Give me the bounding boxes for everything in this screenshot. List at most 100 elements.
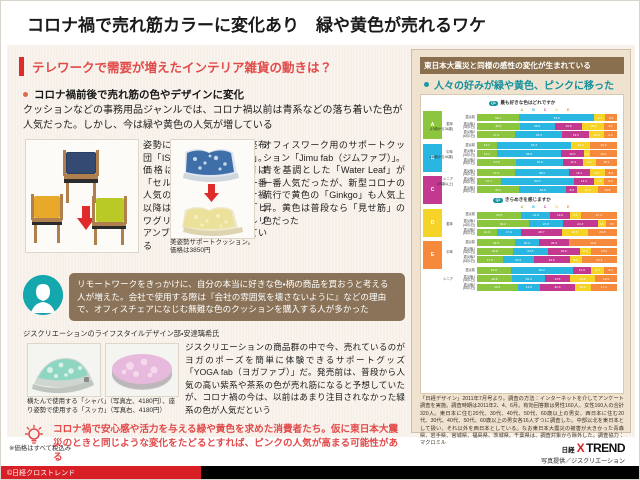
bullet-dot-icon — [23, 92, 28, 97]
chart-segment: 19.6 — [589, 150, 617, 158]
chart-row-label: 震災後2 (6月1日) — [462, 157, 475, 166]
chart-bar-row: 震災前 14.1 53.3 13.4 19.2 — [427, 141, 617, 149]
chart-bar-row: 震災後2 (6月1日) 27.9 33.8 14.1 9.1 15.1 — [427, 157, 617, 166]
chart-segment: 14.0 — [477, 228, 497, 236]
chart-segment: 15.6 — [582, 122, 605, 130]
chart-segment: 20.5 — [502, 256, 534, 264]
color-swatch-a: A — [423, 111, 442, 139]
chart-row-label: 震災後1 (4月1日) — [462, 149, 475, 157]
chart-stacked-bar: 20.6 19.4 14.5 14.9 12.9 — [477, 275, 617, 283]
chart-segment: 40.2 — [510, 266, 573, 274]
chart-segment: 19.4 — [512, 275, 546, 283]
chart-segment: 8.0 — [566, 186, 578, 194]
chart-segment: 10.7 — [589, 169, 605, 177]
chart-segment: 24.3 — [562, 220, 598, 228]
legend-item-e: E — [567, 108, 570, 112]
chart-stacked-bar: 27.4 38.0 15.1 10.7 8.8 — [477, 169, 617, 177]
legend-item-e: E — [567, 205, 570, 210]
chart-segment: 30.5 — [477, 122, 520, 130]
chart-stacked-bar: 30.1 33.6 8.0 14.4 13.9 — [477, 186, 617, 194]
chart-bar-row: シニア 震災後1 (4月1日) 20.6 19.4 14.5 14.9 12.9 — [427, 274, 617, 283]
chart-group-label: 若年 — [446, 222, 453, 227]
chart-segment: 14.1 — [563, 158, 584, 166]
chart-segment: 30.1 — [477, 114, 520, 122]
chart-row-label: 震災後1 (4月1日) — [462, 121, 475, 130]
section-accent-bar — [19, 57, 24, 76]
lead-paragraph: クッションなどの事務用品ジャンルでは、コロナ禍以前は青系などの落ち着いた色が人気… — [23, 105, 403, 131]
copyright-bar: ©日経クロストレンド — [1, 466, 201, 479]
right-panel-bullet-label: 人々の好みが緑や黄色、ピンクに移った — [434, 81, 614, 92]
color-swatch-c: C — [423, 176, 442, 204]
legend-item-a: A — [520, 205, 524, 210]
chart-groups-q2: 震災前 33.5 21.9 14.6 8.3 27.4 若年 震災後1 (4月1日) 36.2 23… — [427, 211, 617, 291]
chart-segment: 26.4 — [538, 239, 570, 247]
chart-segment: 6.0 — [597, 220, 607, 228]
lightbulb-icon — [24, 424, 44, 444]
chart-segment: 8.1 — [594, 114, 606, 122]
chart-segment: 27.4 — [477, 131, 516, 139]
chart-row-label: 震災後3 (6月1日) — [462, 185, 475, 193]
shava-mat-illustration — [28, 344, 100, 396]
chart-segment: 28.7 — [521, 228, 562, 236]
chart-segment: 14.4 — [573, 177, 594, 185]
chart-segment: 33.6 — [519, 186, 567, 194]
chart-segment: 25.0 — [519, 122, 555, 130]
chart-segment: 17.1 — [477, 177, 501, 185]
logo-x-text: X — [576, 441, 585, 455]
chart-segment: 24.0 — [533, 256, 570, 264]
chart-segment: 15.1 — [568, 169, 590, 177]
chart-segment: 7.6 — [606, 220, 617, 228]
chart-segment: 14.1 — [477, 150, 497, 158]
chart-stacked-bar: 36.2 23.8 24.3 6.0 7.6 — [477, 220, 617, 228]
chart-segment: 8.7 — [591, 266, 605, 274]
chart-segment: 8.8 — [604, 169, 617, 177]
chart-stacked-bar: 32.5 20.3 26.4 40.8 — [477, 239, 617, 247]
chart-segment: 14.6 — [550, 211, 570, 219]
bullet-dot-teal-icon — [424, 82, 429, 87]
chart-row-label: 震災後1 (4月1日) — [462, 219, 475, 227]
chart-segment: 20.8 — [587, 228, 617, 236]
chart-segment: 26.3 — [477, 283, 518, 291]
chart-segment: 19.8 — [554, 122, 583, 130]
chart-segment: 8.0 — [569, 256, 582, 264]
caption-yoga-mats: 横たんで使用する「シャバ」（写真左、4180円）、座り姿勢で使用する「スッカ」（… — [27, 398, 176, 414]
body-area: テレワークで需要が増えたインテリア雑貨の動きは？ コロナ禍前後で売れ筋の色やデザ… — [7, 45, 635, 463]
chart-group: 震災前 32.5 20.3 26.4 40.8 中年 震災後1 (4月1日) 24.8 24.5 2… — [427, 239, 617, 264]
chart-stacked-bar: 24.8 24.5 22.0 8.0 18.0 — [477, 247, 617, 255]
q1-badge: Q1 — [488, 100, 499, 106]
chart-stacked-bar: 27.4 33.5 19.3 10.6 9.2 — [477, 131, 617, 139]
chart-segment: 9.2 — [604, 177, 617, 185]
chart-segment: 10.6 — [589, 131, 605, 139]
chart-segment: 19.3 — [562, 131, 590, 139]
chart-segment: 17.1 — [590, 283, 617, 291]
legend-item-c: C — [543, 205, 547, 210]
chart-stacked-bar: 30.1 53.6 8.1 8.2 — [477, 114, 617, 122]
chart-bar-row: 震災前 33.5 21.9 14.6 8.3 27.4 — [427, 211, 617, 219]
chart-segment: 22.6 — [540, 283, 575, 291]
chart-segment: 33.5 — [477, 211, 522, 219]
chart-segment: 52.0 — [500, 177, 574, 185]
chart-row-label: 震災後1 (4月1日) — [462, 246, 475, 255]
person-silhouette-icon — [23, 275, 63, 315]
chart-stacked-bar: 27.9 33.8 14.1 9.1 15.1 — [477, 158, 617, 166]
chart-segment: 33.8 — [516, 158, 564, 166]
chart-segment: 32.5 — [477, 239, 515, 247]
chart-row-label: 震災前 — [465, 267, 475, 272]
chart-segment: 14.4 — [577, 186, 598, 194]
chart-bar-row: 中年 (35歳から44歳) 震災後1 (4月1日) 14.1 46.0 16.0 4.3 19.… — [427, 149, 617, 159]
section-heading-label: テレワークで需要が増えたインテリア雑貨の動きは？ — [32, 61, 333, 75]
chart-segment: 40.8 — [569, 239, 617, 247]
photo-credit: 写真提供／ジスクリエーション — [541, 459, 625, 465]
chairs-illustration — [26, 140, 138, 252]
chart-stacked-bar: 21.9 40.2 11.9 8.7 8.1 — [477, 266, 617, 274]
title-bar: コロナ禍で売れ筋カラーに変化あり 緑や黄色が売れるワケ — [1, 1, 639, 45]
chart-segment: 9.1 — [604, 122, 617, 130]
chart-stacked-bar: 14.1 46.0 16.0 4.3 19.6 — [477, 150, 617, 158]
avatar-person-icon — [23, 275, 63, 315]
chart-row-label: 震災後1 (4月1日) — [462, 274, 475, 282]
caption-cushion-price: 美姿勢サポートクッション。価格は3850円 — [170, 239, 255, 255]
chart-segment: 4.3 — [583, 150, 590, 158]
chart-groups-q1: 震災前 30.1 53.6 8.1 8.2 若年 (19歳から34歳) 震災後1 (4月1日) 3… — [427, 114, 617, 194]
